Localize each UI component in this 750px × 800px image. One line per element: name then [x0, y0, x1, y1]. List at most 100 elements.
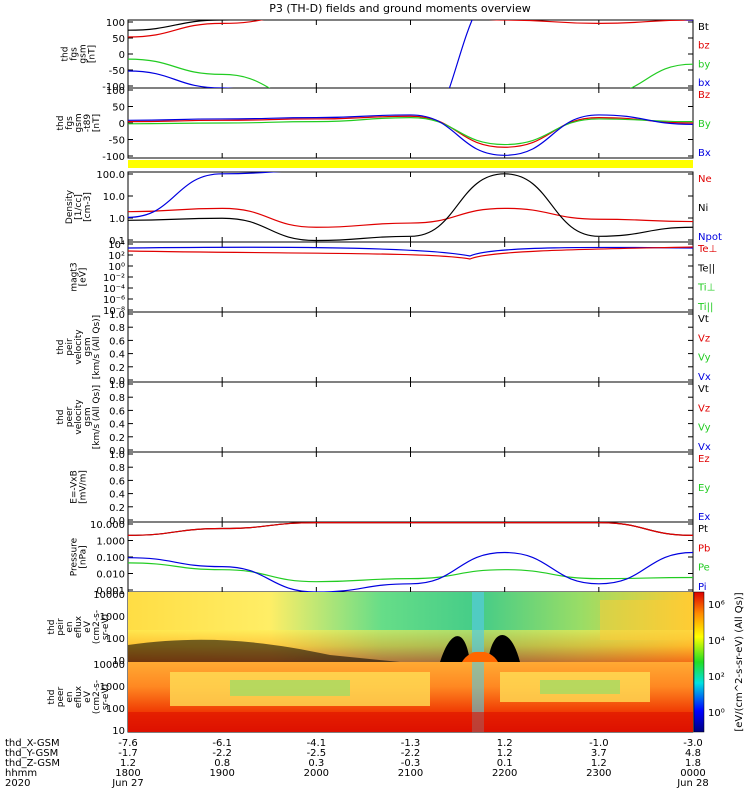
- y-tick-label: 100.0: [96, 170, 125, 181]
- panel-frame-density: [127, 171, 694, 243]
- legend-entry: Vx: [698, 372, 711, 383]
- series-line-temp-ion: [127, 246, 694, 257]
- y-tick-label: 100: [106, 18, 125, 29]
- x-axis-value: -4.1: [307, 738, 327, 749]
- series-line-Npot: [128, 172, 282, 218]
- legend-entry: Ne: [698, 174, 712, 185]
- y-tick-label: 0.4: [109, 420, 125, 431]
- series-line-Bx: [128, 114, 693, 156]
- panel-frame-efield: [127, 451, 694, 523]
- series-line-by: [128, 58, 693, 88]
- svg-text:[km/s (All Qs)]: [km/s (All Qs)]: [92, 315, 102, 379]
- y-axis-label-fgs-gsm: thd fgs gsm [nT]: [61, 44, 98, 63]
- y-axis-label-fgs-gsm-t89: thd fgs gsm -t89 [nT]: [56, 113, 102, 132]
- svg-text:thd: thd: [61, 47, 71, 62]
- svg-text:eflux: eflux: [74, 615, 84, 638]
- x-axis-value: 0000: [680, 768, 705, 779]
- series-line-Pe: [128, 562, 693, 583]
- svg-text:magt3: magt3: [70, 262, 80, 291]
- y-tick-label: 0.0: [109, 516, 125, 527]
- y-tick-label: 0: [119, 50, 125, 61]
- legend-entry: Ti||: [697, 302, 713, 313]
- x-axis-value: -1.7: [118, 748, 138, 759]
- x-axis-value: 3.7: [591, 748, 607, 759]
- x-axis-value: -3.0: [683, 738, 703, 749]
- x-axis-date: Jun 28: [676, 778, 709, 789]
- svg-text:[mV/m]: [mV/m]: [79, 470, 89, 504]
- y-tick-label: 0: [119, 119, 125, 130]
- svg-text:[nPa]: [nPa]: [79, 545, 89, 568]
- legend-entry: by: [698, 59, 710, 70]
- y-tick-label: 0.2: [109, 363, 125, 374]
- legend-entry: bz: [698, 41, 710, 52]
- y-tick-label: -100: [102, 152, 125, 163]
- x-axis-value: -7.6: [118, 738, 138, 749]
- svg-text:en: en: [65, 621, 75, 632]
- y-tick-label: 0.8: [109, 393, 125, 404]
- x-axis-value: 1.8: [685, 758, 701, 769]
- x-axis-date: Jun 27: [111, 778, 144, 789]
- y-tick-label: 10000: [93, 660, 125, 671]
- y-axis-label-pressure: Pressure [nPa]: [70, 537, 89, 576]
- y-tick-label: 0.8: [109, 463, 125, 474]
- x-axis-value: -2.2: [401, 748, 421, 759]
- svg-text:peir: peir: [65, 338, 75, 356]
- svg-text:Density: Density: [65, 189, 75, 224]
- x-axis-value: -0.3: [401, 758, 421, 769]
- svg-text:[km/s (All Qs)]: [km/s (All Qs)]: [92, 385, 102, 449]
- x-axis-row-label: thd_Y-GSM: [5, 748, 58, 759]
- plot-title: P3 (TH-D) fields and ground moments over…: [269, 2, 531, 15]
- legend-entry: bx: [698, 78, 710, 89]
- svg-text:sr-eV): sr-eV): [101, 684, 111, 710]
- legend-entry: Pb: [698, 543, 710, 554]
- colorbar-tick: 10²: [708, 672, 725, 683]
- legend-entry: Bx: [698, 148, 711, 159]
- y-tick-label: 10⁻⁸: [103, 306, 125, 317]
- y-tick-label: 0.0: [109, 376, 125, 387]
- svg-text:velocity: velocity: [74, 329, 84, 365]
- svg-text:[eV]: [eV]: [79, 268, 89, 287]
- legend-entry: Ni: [698, 203, 708, 214]
- y-tick-label: 10⁻²: [103, 273, 125, 284]
- x-axis-value: 1800: [115, 768, 140, 779]
- y-tick-label: 0.2: [109, 503, 125, 514]
- svg-text:peir: peir: [56, 618, 66, 636]
- colorbar-label: [eV/(cm^2-s-sr-eV) (All Qs)]: [734, 592, 745, 731]
- y-tick-label: 0.6: [109, 476, 125, 487]
- y-tick-label: 1.0: [109, 214, 125, 225]
- x-axis-value: 0.8: [214, 758, 230, 769]
- y-tick-label: 10⁻⁶: [103, 295, 125, 306]
- x-axis-value: -1.0: [589, 738, 609, 749]
- y-tick-label: 0.100: [96, 553, 125, 564]
- x-axis-value: 2000: [304, 768, 329, 779]
- y-tick-label: 0.4: [109, 490, 125, 501]
- y-tick-label: 1.000: [96, 537, 125, 548]
- y-tick-label: 10.0: [103, 192, 125, 203]
- x-axis-value: 0.3: [308, 758, 324, 769]
- x-axis-value: 1900: [209, 768, 234, 779]
- legend-entry: By: [698, 119, 711, 130]
- y-tick-label: 1000: [100, 612, 125, 623]
- data-curves: [127, 20, 694, 592]
- y-axis-label-peer-vel: thd peer velocity gsm [km/s (All Qs)]: [56, 385, 102, 449]
- svg-text:[nT]: [nT]: [88, 45, 98, 63]
- legend-entry: Vy: [698, 353, 711, 364]
- svg-text:peer: peer: [56, 686, 66, 707]
- legend-entry: Ex: [698, 512, 710, 523]
- legend-entry: Vz: [698, 333, 710, 344]
- svg-text:gsm: gsm: [83, 337, 93, 356]
- y-tick-label: 0.4: [109, 350, 125, 361]
- legend-entry: Vt: [698, 384, 709, 395]
- svg-text:eV: eV: [83, 690, 93, 703]
- svg-text:gsm: gsm: [83, 407, 93, 426]
- legend-entry: Vz: [698, 403, 710, 414]
- series-line-Ni: [128, 173, 693, 242]
- svg-text:thd: thd: [56, 116, 66, 131]
- svg-text:(cm2-s-: (cm2-s-: [92, 610, 102, 644]
- x-axis-annotations: thd_X-GSM -7.6 -6.1 -4.1 -1.3 1.2 -1.0 -3.0 thd_…: [5, 738, 709, 789]
- x-axis-row-label: hhmm: [5, 768, 37, 779]
- x-axis-value: 2200: [492, 768, 517, 779]
- panel-frame-peir-vel: [127, 311, 694, 383]
